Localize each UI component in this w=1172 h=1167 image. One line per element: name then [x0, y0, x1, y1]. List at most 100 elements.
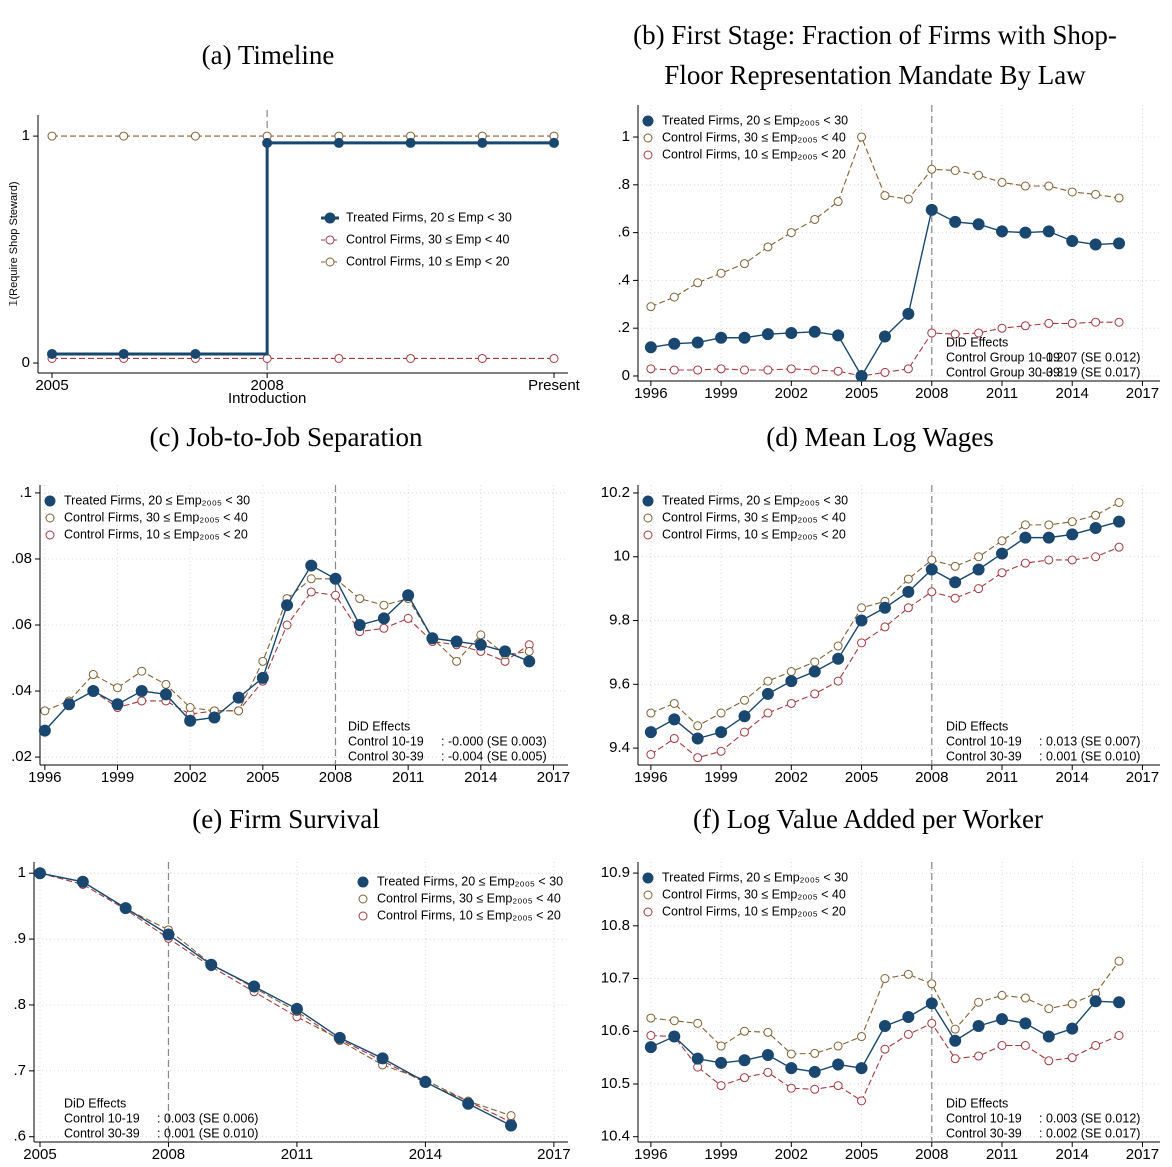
data-point — [974, 584, 984, 594]
x-tick-label: 2005 — [845, 385, 878, 402]
legend-marker — [643, 890, 653, 900]
data-point — [306, 587, 316, 597]
data-point — [715, 1056, 728, 1069]
legend-label: Control Firms, 30 ≤ Emp₂₀₀₅ < 40 — [64, 510, 248, 524]
x-tick-label: 2008 — [915, 385, 948, 402]
data-point — [184, 714, 197, 727]
data-point — [1067, 318, 1077, 328]
data-point — [505, 1119, 518, 1132]
data-point — [927, 328, 937, 338]
data-point — [810, 1084, 820, 1094]
did-label: Control Group 10-19 — [946, 350, 1060, 364]
y-tick-label: 0 — [622, 367, 630, 384]
data-point — [403, 613, 413, 623]
data-point — [716, 364, 726, 374]
did-label: Control Group 30-39 — [946, 365, 1060, 379]
data-point — [1044, 555, 1054, 565]
data-point — [832, 329, 845, 342]
legend-marker — [325, 257, 335, 267]
legend-marker — [324, 212, 336, 224]
data-point — [1020, 520, 1030, 530]
y-tick-label: .6 — [13, 1128, 26, 1145]
data-point — [927, 164, 937, 174]
data-point — [997, 1041, 1007, 1051]
data-point — [477, 137, 488, 148]
legend-marker — [643, 907, 653, 917]
x-tick-label: 1999 — [704, 769, 737, 786]
did-label: Control 30-39 — [946, 749, 1022, 763]
data-point — [995, 547, 1008, 560]
data-point — [1113, 237, 1126, 250]
data-point — [669, 1016, 679, 1026]
y-tick-label: .8 — [13, 996, 26, 1013]
data-point — [1091, 1041, 1101, 1051]
did-title: DiD Effects — [348, 719, 410, 733]
data-point — [716, 1041, 726, 1051]
x-tick-label: 1996 — [28, 769, 61, 786]
legend-label: Treated Firms, 20 ≤ Emp₂₀₀₅ < 30 — [662, 870, 848, 884]
data-point — [949, 576, 962, 589]
y-tick-label: .6 — [617, 224, 630, 241]
data-point — [1066, 1022, 1079, 1035]
data-point — [1091, 510, 1101, 520]
data-point — [1067, 187, 1077, 197]
x-tick-label: 2014 — [1056, 769, 1089, 786]
data-point — [1020, 1041, 1030, 1051]
data-point — [972, 218, 985, 231]
data-point — [1114, 498, 1124, 508]
legend-label: Control Firms, 10 ≤ Emp₂₀₀₅ < 20 — [662, 527, 846, 541]
data-point — [997, 177, 1007, 187]
y-tick-label: .06 — [11, 616, 32, 633]
data-point — [1089, 238, 1102, 251]
data-point — [1114, 542, 1124, 552]
legend-marker — [358, 911, 368, 921]
data-point — [1042, 531, 1055, 544]
did-value: : 0.013 (SE 0.007) — [1039, 734, 1140, 748]
data-point — [715, 331, 728, 344]
x-tick-label: 1999 — [704, 385, 737, 402]
data-point — [402, 589, 415, 602]
data-point — [785, 675, 798, 688]
y-tick-label: 9.4 — [609, 739, 630, 756]
data-point — [282, 620, 292, 630]
data-point — [763, 676, 773, 686]
data-point — [33, 867, 46, 880]
data-point — [810, 657, 820, 667]
data-point — [808, 325, 821, 338]
data-point — [549, 137, 559, 148]
x-tick-label: Present — [528, 377, 581, 394]
data-point — [927, 587, 937, 597]
x-tick-label: 2017 — [537, 769, 570, 786]
data-point — [903, 1029, 913, 1039]
data-point — [1114, 1030, 1124, 1040]
data-point — [1091, 189, 1101, 199]
data-point — [855, 1062, 868, 1075]
data-point — [523, 655, 536, 668]
y-tick-label: 10 — [613, 548, 630, 565]
legend-label: Control Firms, 30 ≤ Emp < 40 — [346, 232, 510, 246]
legend-marker — [643, 513, 653, 523]
y-tick-label: .8 — [617, 176, 630, 193]
data-point — [646, 364, 656, 374]
legend-marker — [643, 133, 653, 143]
data-point — [902, 585, 915, 598]
data-point — [833, 197, 843, 207]
data-point — [1067, 999, 1077, 1009]
did-value: : 0.001 (SE 0.010) — [157, 1126, 258, 1140]
chart-title: (c) Job-to-Job Separation — [150, 422, 423, 452]
data-point — [290, 1002, 303, 1015]
data-point — [452, 656, 462, 666]
data-point — [232, 691, 245, 704]
data-point — [903, 574, 913, 584]
did-label: Control 30-39 — [348, 749, 424, 763]
did-label: Control 30-39 — [946, 1126, 1022, 1140]
data-point — [474, 638, 487, 651]
x-tick-label: 2005 — [845, 1146, 878, 1163]
data-point — [997, 568, 1007, 578]
data-point — [353, 619, 366, 631]
data-point — [715, 726, 728, 739]
data-point — [1114, 956, 1124, 966]
y-tick-label: 10.6 — [601, 1022, 630, 1039]
x-tick-label: 1996 — [634, 385, 667, 402]
